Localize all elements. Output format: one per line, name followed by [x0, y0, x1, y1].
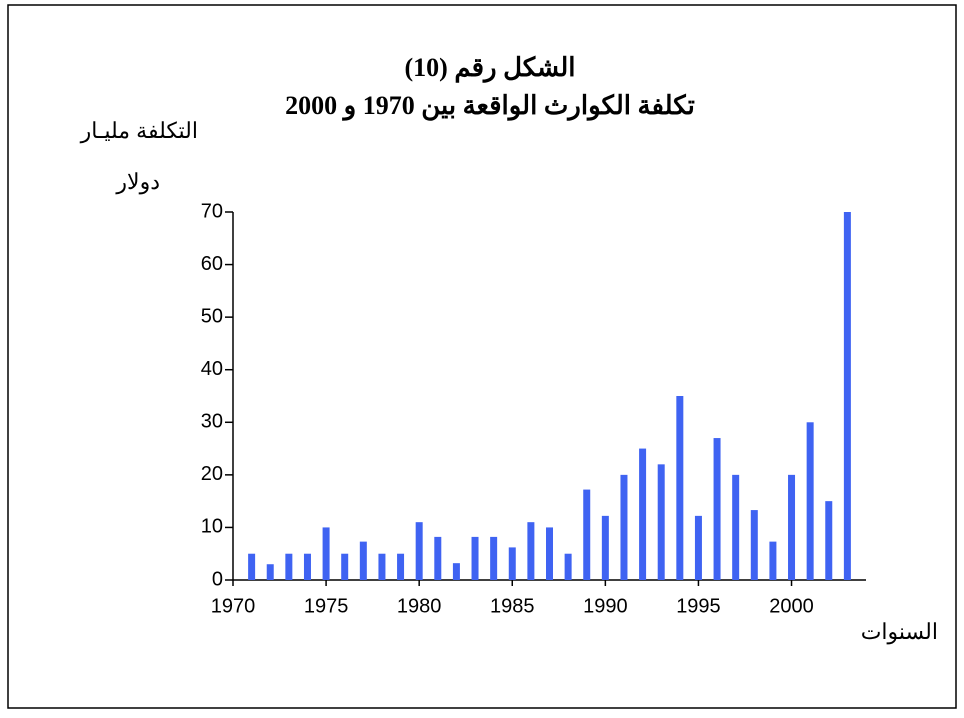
bar — [397, 553, 405, 580]
bar — [843, 212, 851, 580]
bar — [601, 515, 609, 580]
frame — [7, 4, 957, 709]
bar — [769, 541, 777, 580]
bar — [825, 501, 833, 580]
bar — [732, 474, 740, 580]
bar — [452, 563, 460, 580]
y-tick-label: 0 — [212, 568, 223, 590]
chart-title: الشكل رقم (10) — [404, 53, 575, 83]
bar — [806, 422, 814, 580]
bar — [341, 553, 349, 580]
x-axis-label: السنوات — [861, 619, 938, 645]
bar — [546, 527, 553, 580]
bar — [322, 527, 330, 580]
y-tick-label: 20 — [201, 463, 223, 485]
y-tick-label: 70 — [201, 200, 223, 222]
bar — [359, 541, 367, 580]
bar — [508, 547, 516, 580]
bar — [583, 489, 591, 580]
bar — [750, 510, 758, 580]
y-axis-label: التكلفة مليـار — [80, 118, 198, 144]
y-tick-label: 50 — [201, 305, 223, 327]
y-tick-label: 30 — [201, 411, 223, 433]
bar — [303, 553, 311, 580]
bar — [266, 564, 274, 580]
bar — [490, 536, 498, 580]
bar — [285, 553, 293, 580]
bar — [527, 522, 535, 580]
bar — [713, 438, 721, 580]
bar — [788, 474, 796, 580]
x-tick-label: 1990 — [583, 595, 628, 617]
bar — [564, 553, 572, 580]
x-tick-label: 1995 — [676, 595, 721, 617]
x-tick-label: 1975 — [304, 595, 349, 617]
y-axis-label: دولار — [115, 169, 160, 195]
bar — [620, 474, 628, 580]
bar — [676, 396, 684, 580]
bar — [657, 464, 665, 580]
x-tick-label: 1970 — [211, 595, 256, 617]
x-tick-label: 1985 — [490, 595, 535, 617]
bar — [415, 522, 423, 580]
y-tick-label: 40 — [201, 358, 223, 380]
chart-title: تكلفة الكوارث الواقعة بين 1970 و 2000 — [285, 91, 695, 121]
bar — [378, 553, 386, 580]
x-tick-label: 1980 — [397, 595, 442, 617]
bar — [434, 536, 442, 580]
y-tick-label: 10 — [201, 516, 223, 538]
y-tick-label: 60 — [201, 253, 223, 275]
x-tick-label: 2000 — [769, 595, 814, 617]
bar — [694, 515, 702, 580]
bar — [471, 536, 479, 580]
bar — [639, 448, 647, 580]
bar — [248, 553, 256, 580]
